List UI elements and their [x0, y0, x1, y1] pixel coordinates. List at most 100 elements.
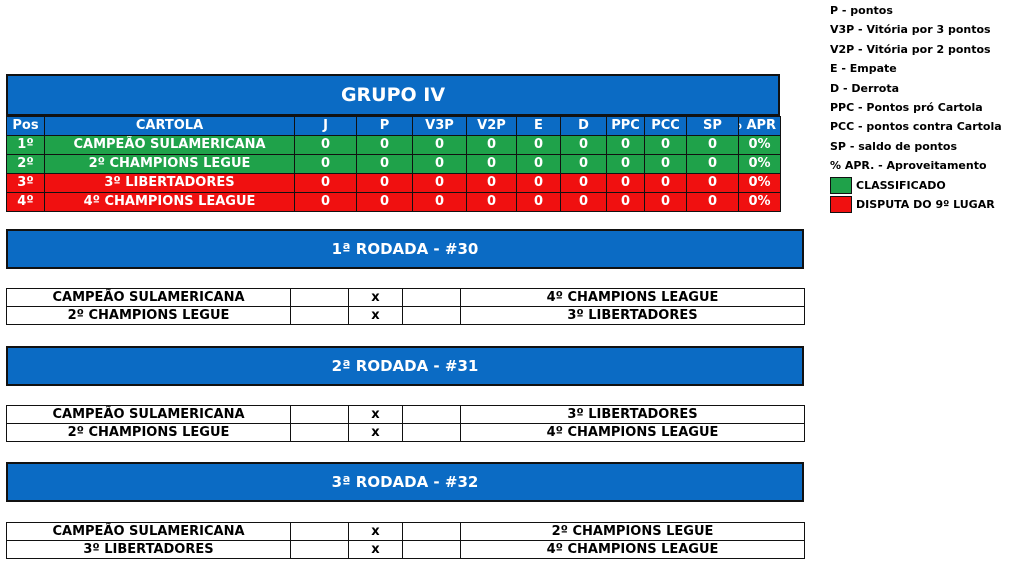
standings-row: 3º 3º LIBERTADORES 0 0 0 0 0 0 0 0 0 0% [6, 173, 781, 193]
round-banner: 2ª RODADA - #31 [6, 346, 804, 386]
legend-playoff: DISPUTA DO 9º LUGAR [830, 195, 1024, 214]
match-table: CAMPEÃO SULAMERICANA x 2º CHAMPIONS LEGU… [6, 522, 805, 559]
row-v2p: 0 [466, 173, 517, 193]
row-j: 0 [294, 173, 357, 193]
away-score [402, 306, 461, 325]
home-score [290, 540, 349, 559]
row-v3p: 0 [412, 192, 467, 212]
away-team: 4º CHAMPIONS LEAGUE [460, 540, 805, 559]
match-row: CAMPEÃO SULAMERICANA x 4º CHAMPIONS LEAG… [6, 288, 805, 307]
round-banner: 3ª RODADA - #32 [6, 462, 804, 502]
away-team: 3º LIBERTADORES [460, 306, 805, 325]
round-banner: 1ª RODADA - #30 [6, 229, 804, 269]
match-row: CAMPEÃO SULAMERICANA x 3º LIBERTADORES [6, 405, 805, 424]
away-score [402, 540, 461, 559]
legend-classified: CLASSIFICADO [830, 176, 1024, 195]
header-pcc: PCC [644, 116, 687, 136]
away-score [402, 522, 461, 541]
row-v2p: 0 [466, 154, 517, 174]
row-pos: 4º [6, 192, 45, 212]
away-team: 4º CHAMPIONS LEAGUE [460, 423, 805, 442]
away-score [402, 405, 461, 424]
row-apr: 0% [738, 135, 781, 155]
legend-item: PCC - pontos contra Cartola [830, 120, 1002, 134]
home-team: 3º LIBERTADORES [6, 540, 291, 559]
row-p: 0 [356, 192, 413, 212]
row-sp: 0 [686, 192, 739, 212]
row-pcc: 0 [644, 135, 687, 155]
legend-item: V2P - Vitória por 2 pontos [830, 42, 991, 56]
row-j: 0 [294, 192, 357, 212]
row-e: 0 [516, 135, 561, 155]
row-p: 0 [356, 173, 413, 193]
row-j: 0 [294, 135, 357, 155]
versus: x [348, 423, 403, 442]
row-team: 2º CHAMPIONS LEGUE [44, 154, 295, 174]
row-apr: 0% [738, 154, 781, 174]
row-e: 0 [516, 173, 561, 193]
legend-item: PPC - Pontos pró Cartola [830, 100, 983, 114]
row-team: 3º LIBERTADORES [44, 173, 295, 193]
row-team: 4º CHAMPIONS LEAGUE [44, 192, 295, 212]
row-j: 0 [294, 154, 357, 174]
header-v2p: V2P [466, 116, 517, 136]
row-p: 0 [356, 154, 413, 174]
home-team: 2º CHAMPIONS LEGUE [6, 423, 291, 442]
row-pcc: 0 [644, 192, 687, 212]
home-team: CAMPEÃO SULAMERICANA [6, 522, 291, 541]
group-title: GRUPO IV [6, 74, 780, 116]
standings-row: 2º 2º CHAMPIONS LEGUE 0 0 0 0 0 0 0 0 0 … [6, 154, 781, 174]
row-v3p: 0 [412, 135, 467, 155]
match-row: CAMPEÃO SULAMERICANA x 2º CHAMPIONS LEGU… [6, 522, 805, 541]
versus: x [348, 288, 403, 307]
row-pos: 2º [6, 154, 45, 174]
row-ppc: 0 [606, 173, 645, 193]
home-team: CAMPEÃO SULAMERICANA [6, 405, 291, 424]
home-team: 2º CHAMPIONS LEGUE [6, 306, 291, 325]
legend: P - pontos V3P - Vitória por 3 pontos V2… [830, 1, 1024, 214]
row-sp: 0 [686, 154, 739, 174]
match-row: 2º CHAMPIONS LEGUE x 4º CHAMPIONS LEAGUE [6, 423, 805, 442]
row-ppc: 0 [606, 135, 645, 155]
header-apr: % APR [738, 116, 781, 136]
legend-item: V3P - Vitória por 3 pontos [830, 23, 991, 37]
versus: x [348, 522, 403, 541]
home-team: CAMPEÃO SULAMERICANA [6, 288, 291, 307]
home-score [290, 423, 349, 442]
row-team: CAMPEÃO SULAMERICANA [44, 135, 295, 155]
home-score [290, 288, 349, 307]
row-apr: 0% [738, 173, 781, 193]
standings-row: 1º CAMPEÃO SULAMERICANA 0 0 0 0 0 0 0 0 … [6, 135, 781, 155]
playoff-swatch [830, 196, 852, 214]
versus: x [348, 540, 403, 559]
standings-header-row: Pos CARTOLA J P V3P V2P E D PPC PCC SP %… [6, 116, 781, 136]
legend-item: E - Empate [830, 62, 897, 76]
header-p: P [356, 116, 413, 136]
away-team: 4º CHAMPIONS LEAGUE [460, 288, 805, 307]
row-pcc: 0 [644, 154, 687, 174]
row-ppc: 0 [606, 192, 645, 212]
row-e: 0 [516, 192, 561, 212]
header-e: E [516, 116, 561, 136]
row-sp: 0 [686, 135, 739, 155]
legend-item: P - pontos [830, 4, 893, 17]
row-v2p: 0 [466, 192, 517, 212]
away-team: 2º CHAMPIONS LEGUE [460, 522, 805, 541]
row-p: 0 [356, 135, 413, 155]
row-pcc: 0 [644, 173, 687, 193]
row-v2p: 0 [466, 135, 517, 155]
versus: x [348, 405, 403, 424]
away-team: 3º LIBERTADORES [460, 405, 805, 424]
classified-swatch [830, 176, 852, 194]
standings-panel: GRUPO IV Pos CARTOLA J P V3P V2P E D PPC… [6, 74, 781, 212]
classified-label: CLASSIFICADO [856, 178, 946, 192]
row-d: 0 [560, 192, 607, 212]
row-sp: 0 [686, 173, 739, 193]
standings-row: 4º 4º CHAMPIONS LEAGUE 0 0 0 0 0 0 0 0 0… [6, 192, 781, 212]
row-e: 0 [516, 154, 561, 174]
row-pos: 1º [6, 135, 45, 155]
header-pos: Pos [6, 116, 45, 136]
header-j: J [294, 116, 357, 136]
playoff-label: DISPUTA DO 9º LUGAR [856, 198, 995, 212]
match-table: CAMPEÃO SULAMERICANA x 4º CHAMPIONS LEAG… [6, 288, 805, 325]
